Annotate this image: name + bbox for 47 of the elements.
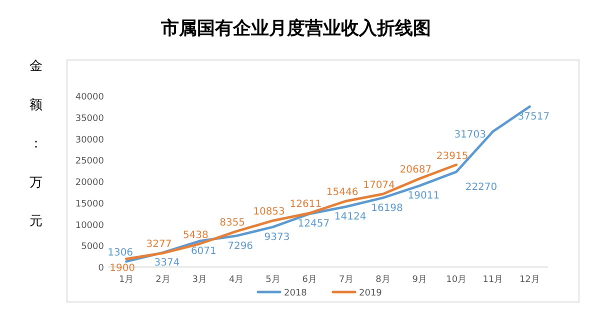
- data-label: 12611: [290, 199, 322, 210]
- x-tick-label: 5月: [266, 275, 280, 285]
- x-tick-label: 10月: [446, 275, 467, 285]
- y-tick-label: 20000: [75, 178, 104, 188]
- data-label: 37517: [518, 112, 550, 123]
- x-tick-label: 7月: [338, 275, 354, 285]
- x-tick-label: 2月: [156, 275, 170, 285]
- y-tick-label: 10000: [75, 220, 104, 231]
- legend-label: 2019: [359, 288, 382, 298]
- x-tick-label: 4月: [228, 275, 244, 285]
- data-label: 19011: [408, 190, 440, 202]
- data-label: 31703: [454, 129, 486, 140]
- x-tick-label: 6月: [302, 275, 318, 285]
- y-tick-label: 15000: [75, 199, 104, 210]
- legend-label: 2018: [284, 288, 308, 298]
- data-label: 17074: [363, 180, 395, 192]
- data-label: 7296: [228, 240, 254, 252]
- data-label: 1306: [108, 247, 134, 258]
- data-label: 5438: [182, 230, 208, 241]
- data-label: 3277: [146, 238, 172, 250]
- y-tick-label: 40000: [75, 92, 104, 102]
- x-tick-label: 3月: [192, 275, 208, 285]
- data-label: 14124: [334, 212, 366, 223]
- data-label: 3374: [154, 258, 180, 269]
- data-label: 10853: [253, 206, 285, 218]
- y-tick-label: 30000: [75, 135, 104, 146]
- x-tick-label: 9月: [412, 275, 428, 285]
- data-label: 23915: [436, 150, 468, 162]
- data-label: 8355: [220, 217, 246, 228]
- data-label: 12457: [298, 218, 330, 230]
- data-label: 6071: [190, 246, 216, 258]
- data-label: 20687: [400, 164, 432, 176]
- chart-title: 市属国有企业月度营业收入折线图: [160, 18, 431, 39]
- x-tick-label: 11月: [482, 275, 504, 285]
- data-label: 9373: [264, 232, 290, 243]
- data-label: 15446: [326, 186, 358, 198]
- x-tick-label: 12月: [519, 275, 540, 285]
- text: 金额：万元: [30, 59, 42, 229]
- y-tick-label: 25000: [75, 156, 104, 167]
- x-tick-label: 8月: [376, 275, 390, 285]
- data-label: 16198: [371, 202, 403, 214]
- y-tick-label: 35000: [75, 114, 104, 124]
- y-tick-label: 0: [98, 264, 104, 274]
- y-tick-label: 5000: [81, 242, 104, 252]
- x-tick-label: 1月: [118, 275, 134, 285]
- data-label: 22270: [465, 182, 498, 193]
- data-label: 1900: [110, 262, 136, 274]
